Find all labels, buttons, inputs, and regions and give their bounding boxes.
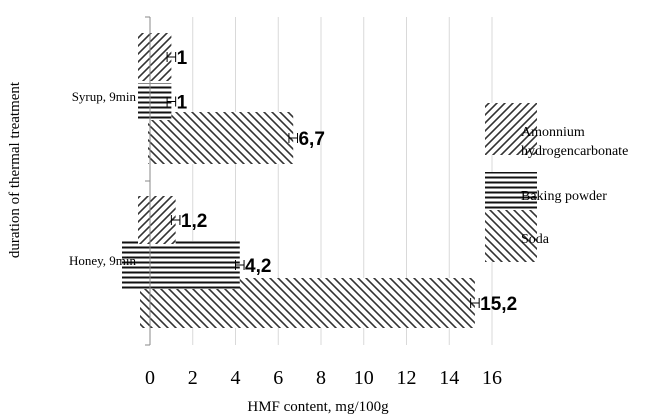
legend-label: Soda	[521, 232, 550, 247]
x-tick-label: 0	[145, 367, 155, 389]
x-tick-label: 8	[316, 367, 326, 389]
y-category-label: Honey, 9min	[69, 253, 137, 268]
x-tick-label: 4	[231, 367, 241, 389]
legend-swatch	[485, 172, 537, 210]
x-axis-title: HMF content, mg/100g	[247, 399, 389, 415]
error-bars	[166, 52, 480, 308]
data-labels: 15,2 4,2 1,2 6,7 1 1	[177, 48, 518, 315]
legend: Amonnium hydrogencarbonate Baking powder So…	[485, 103, 628, 262]
y-axis-title: duration of thermal treatment	[7, 81, 23, 258]
bar	[122, 241, 240, 289]
data-label: 1,2	[181, 211, 207, 232]
x-tick-label: 14	[439, 367, 459, 389]
data-label: 6,7	[298, 129, 324, 150]
bar	[138, 33, 172, 81]
data-label: 1	[177, 48, 188, 69]
bar	[138, 196, 176, 244]
bar	[138, 83, 172, 120]
axes	[145, 16, 151, 346]
x-tick-label: 16	[482, 367, 502, 389]
x-tick-label: 2	[188, 367, 198, 389]
legend-label: Amonnium	[521, 125, 585, 140]
data-label: 1	[177, 93, 188, 114]
y-category-label: Syrup, 9min	[72, 89, 137, 104]
data-label: 15,2	[480, 294, 517, 315]
x-tick-label: 10	[354, 367, 374, 389]
bars	[122, 33, 475, 328]
legend-swatch	[485, 210, 537, 262]
gridlines	[192, 17, 493, 345]
x-tick-labels: 0 2 4 6 8 10 12 14 16	[145, 367, 502, 389]
x-tick-label: 6	[273, 367, 283, 389]
legend-swatch	[485, 103, 537, 155]
bar	[148, 112, 294, 164]
data-label: 4,2	[245, 256, 271, 277]
category-labels: Honey, 9min Syrup, 9min	[69, 89, 137, 268]
x-tick-label: 12	[397, 367, 417, 389]
legend-label: Baking powder	[521, 189, 607, 204]
legend-label: hydrogencarbonate	[521, 144, 628, 159]
